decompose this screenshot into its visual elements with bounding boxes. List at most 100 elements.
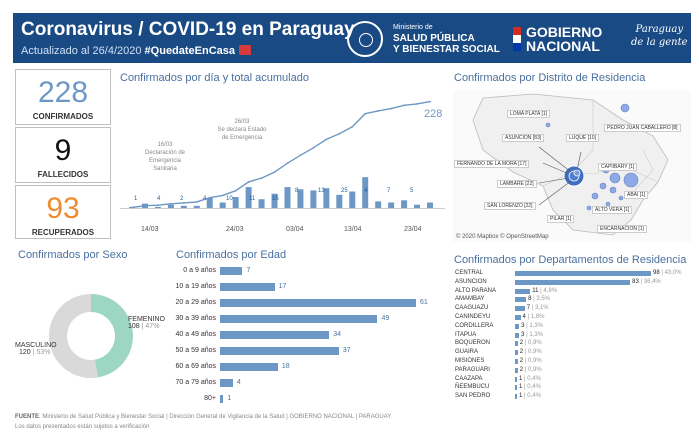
daily-bar (336, 194, 343, 208)
cumulative-point (169, 202, 172, 205)
kpi-deaths-value: 9 (54, 134, 72, 167)
daily-chart (120, 100, 445, 209)
department-value: 1 | 0,4% (519, 376, 541, 382)
gov-line-1: GOBIERNO (526, 24, 603, 40)
department-count: 4 (522, 314, 526, 320)
hashtag: #QuedateEnCasa (144, 45, 236, 57)
daily-value-label: 10 (226, 196, 233, 202)
map-credit: © 2020 Mapbox © OpenStreetMap (456, 234, 549, 240)
kpi-deaths: 9 FALLECIDOS (15, 127, 111, 183)
x-tick: 24/03 (226, 226, 244, 233)
department-percent: | 1,8% (525, 314, 545, 320)
department-percent: | 1,3% (524, 322, 544, 329)
male-slice (48, 294, 98, 378)
department-bar (515, 288, 531, 294)
government-logo: GOBIERNO NACIONAL (526, 25, 602, 53)
department-label: ITAPUA (455, 331, 477, 338)
age-bar (220, 331, 330, 339)
cumulative-point (182, 201, 185, 204)
department-bar (515, 315, 521, 320)
department-count: 2 (519, 349, 524, 356)
department-bar (515, 367, 518, 373)
x-tick: 14/03 (141, 226, 159, 233)
department-value: 7 | 3,1% (527, 305, 549, 311)
source-text: : Ministerio de Salud Pública y Bienesta… (39, 414, 392, 420)
cumulative-point (377, 110, 380, 112)
daily-bar (284, 187, 291, 208)
daily-bar (362, 177, 369, 208)
department-value: 11 | 4,8% (532, 288, 557, 294)
department-label: PARAGUARI (455, 366, 490, 373)
map-label-encarnacion: ENCARNACION [1] (597, 225, 647, 233)
age-group-label: 70 a 79 años (175, 379, 216, 386)
age-bar-value: 1 (227, 395, 232, 402)
department-label: ÑEEMBUCU (455, 384, 490, 391)
map-label-san-lorenzo: SAN LORENZO [22] (484, 202, 536, 210)
department-value: 4 | 1,8% (523, 314, 545, 320)
age-group-label: 50 a 59 años (175, 347, 216, 354)
department-count: 7 (526, 305, 531, 312)
department-percent: | 1,3% (524, 331, 544, 338)
age-group-label: 60 a 69 años (175, 363, 216, 370)
department-count: 2 (519, 358, 524, 364)
cumulative-point (157, 204, 159, 207)
department-bar (515, 323, 520, 329)
department-bar (515, 385, 517, 391)
department-bar (515, 332, 520, 338)
department-label: ALTO PARANA (455, 287, 497, 294)
daily-value-label: 4 (364, 188, 368, 194)
flag-icon (513, 27, 521, 51)
annotation-emergency: 16/03 Declaración de Emergencia Sanitaria (139, 141, 191, 173)
kpi-confirmed: 228 CONFIRMADOS (15, 69, 111, 125)
department-count: 98 (653, 270, 660, 276)
department-label: BOQUERON (455, 340, 491, 347)
kpi-recovered-label: RECUPERADOS (31, 228, 95, 237)
age-bar-value: 49 (381, 315, 390, 322)
age-bar (220, 363, 278, 371)
department-bar (515, 394, 517, 400)
department-value: 83 | 36,4% (632, 279, 661, 285)
cumulative-point (416, 103, 418, 105)
daily-bar (349, 191, 356, 208)
department-label: CAAGUAZU (455, 305, 489, 312)
female-label: FEMENINO 108 | 47% (128, 316, 165, 330)
department-value: 2 | 0,9% (520, 358, 542, 364)
department-percent: | 43,0% (659, 270, 682, 276)
map-label-fernando: FERNANDO DE LA MORA [17] (454, 160, 530, 168)
department-bar (515, 350, 518, 356)
male-name: MASCULINO (15, 342, 57, 349)
daily-bar (427, 202, 433, 208)
age-bar-value: 4 (236, 379, 241, 386)
cumulative-line (131, 100, 431, 209)
cumulative-point (338, 132, 341, 135)
daily-bar (297, 189, 304, 208)
map-label-pilar: PILAR [1] (547, 215, 575, 223)
ministry-line-3: Y BIENESTAR SOCIAL (393, 44, 500, 55)
age-bar (220, 283, 275, 291)
cumulative-point (286, 162, 289, 165)
department-label: AMAMBAY (455, 296, 485, 303)
daily-value-label: 4 (203, 196, 207, 202)
department-label: GUAIRA (455, 349, 479, 356)
cumulative-point (131, 206, 133, 209)
age-bar-value: 61 (420, 299, 428, 306)
department-bar (515, 376, 517, 382)
cumulative-point (208, 196, 211, 199)
daily-value-label: 7 (387, 188, 391, 194)
female-count: 108 (128, 323, 140, 330)
ministry-line-2: SALUD PÚBLICA (393, 33, 475, 44)
age-chart-title: Confirmados por Edad (176, 249, 287, 261)
age-bar (220, 347, 339, 355)
x-tick: 23/04 (404, 226, 422, 233)
daily-bar (193, 205, 200, 208)
annotation-date: 16/03 (157, 142, 173, 148)
department-count: 2 (519, 340, 524, 347)
cumulative-point (195, 201, 198, 203)
brand-line-2: de la gente (631, 37, 688, 48)
department-count: 2 (519, 366, 524, 373)
cumulative-point (390, 107, 393, 110)
brand-line-1: Paraguay (635, 24, 683, 35)
department-label: MISIONES (455, 358, 485, 364)
map-label-alto-vera: ALTO VERA [1] (592, 206, 633, 214)
department-bar (515, 341, 518, 347)
